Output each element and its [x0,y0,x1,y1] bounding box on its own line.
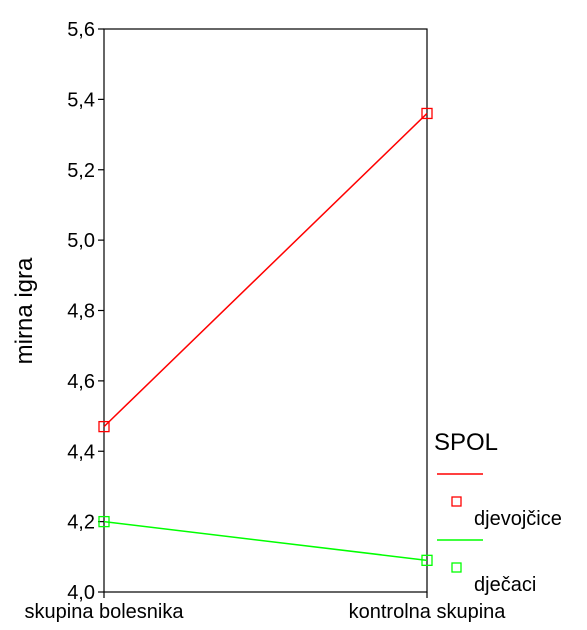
y-axis: 4,0 4,2 4,4 4,6 4,8 5,0 5,2 5,4 5,6 [67,19,104,604]
y-tick-label: 4,6 [67,371,95,393]
y-tick-label: 5,6 [67,19,95,41]
series-line [103,520,428,562]
y-tick-label: 4,8 [67,301,95,323]
y-tick-label: 5,0 [67,230,95,252]
legend-label: djevojčice [474,508,562,530]
y-tick-label: 5,4 [67,89,95,111]
legend-marker [451,562,462,573]
legend-label: dječaci [474,574,536,596]
y-tick-label: 5,2 [67,160,95,182]
x-tick-label: skupina bolesnika [25,601,185,623]
plot-frame [103,28,428,593]
series-line [103,112,428,428]
legend-title: SPOL [434,429,498,456]
data-point [98,515,110,528]
data-point [421,554,433,566]
x-axis: skupina bolesnika kontrolna skupina [25,592,507,623]
y-tick-label: 4,2 [67,512,95,534]
data-point [421,107,433,120]
y-axis-title: mirna igra [11,257,38,364]
data-point [98,420,110,433]
legend: SPOL djevojčice dječaci [434,429,562,596]
x-tick-label: kontrolna skupina [349,601,507,623]
series-layer [98,107,433,566]
y-tick-label: 4,0 [67,582,95,604]
y-tick-label: 4,4 [67,441,95,463]
legend-marker [451,496,462,507]
